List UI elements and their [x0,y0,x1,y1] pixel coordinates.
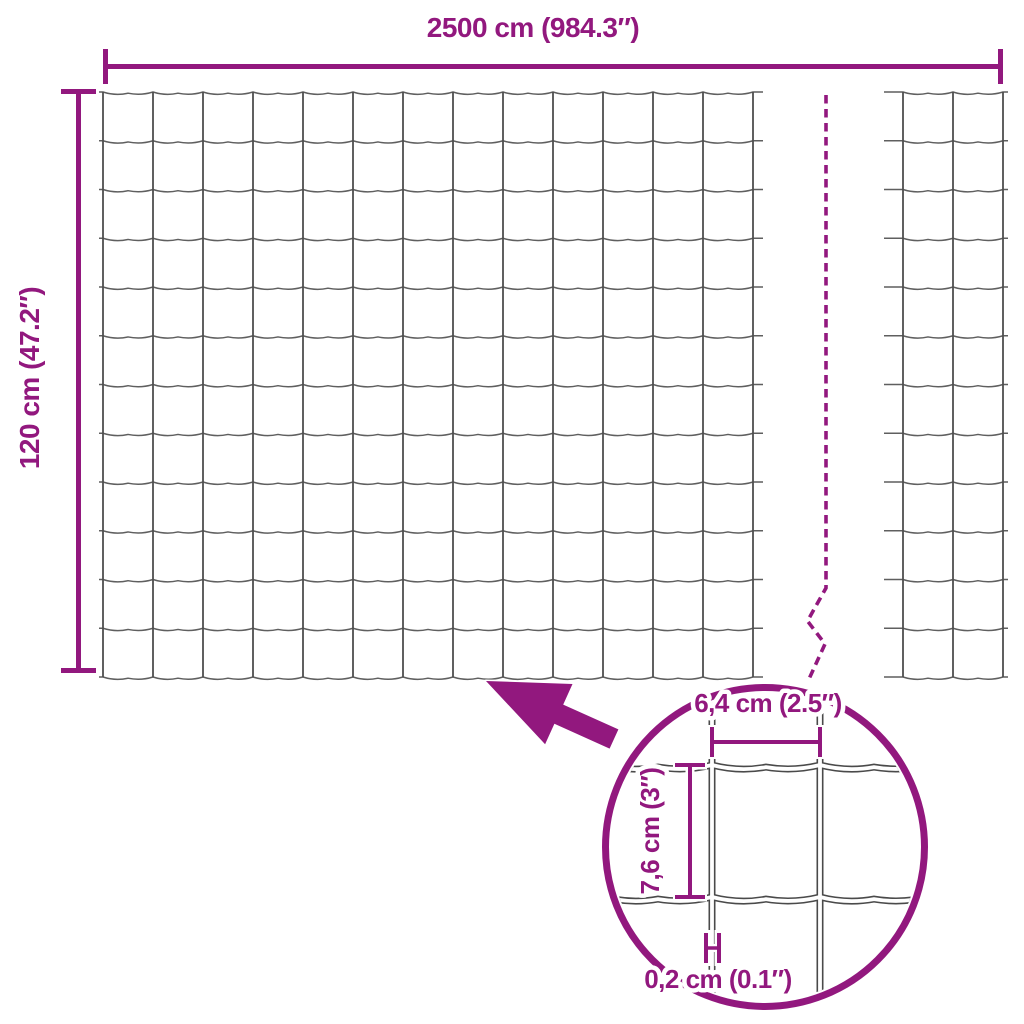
break-dashed-line [805,95,828,680]
opening-height-dimension [673,760,707,902]
width-dimension: 2500 cm (984.3″) [103,12,1003,84]
opening-width-label: 6,4 cm (2.5″) [694,688,842,718]
wire-mesh-main [99,91,763,681]
wire-thickness-label: 0,2 cm (0.1″) [644,964,792,994]
width-dimension-label: 2500 cm (984.3″) [427,12,639,43]
opening-width-dimension [706,725,826,759]
wire-thickness-marker [701,930,724,966]
opening-height-label: 7,6 cm (3″) [635,768,665,895]
wire-mesh-right-section [884,91,1008,681]
height-dimension: 120 cm (47.2″) [14,89,96,673]
detail-zoom-circle: 6,4 cm (2.5″) 7,6 cm (3″) 0,2 cm (0.1″) [602,684,928,1010]
detail-circle-ring [602,684,928,1010]
height-dimension-label: 120 cm (47.2″) [14,287,45,469]
detail-pointer-arrow-icon [484,679,620,751]
